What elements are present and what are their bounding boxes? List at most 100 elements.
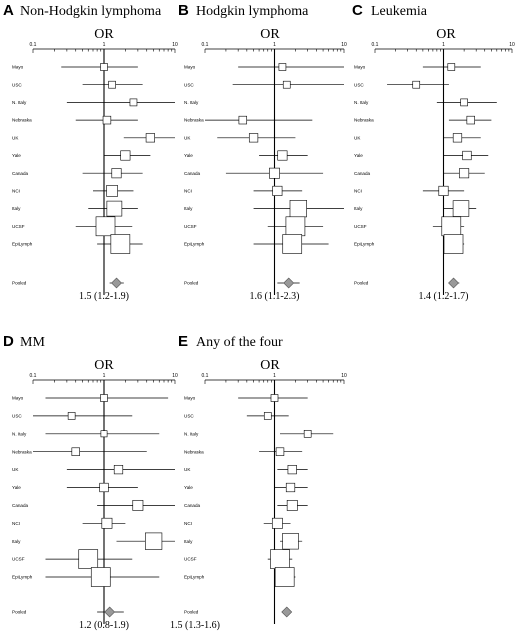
point-estimate-box	[285, 482, 296, 493]
x-tick-label: 0.1	[30, 42, 37, 48]
panel-title: Non-Hodgkin lymphoma	[20, 4, 162, 19]
study-label: UCSF	[354, 224, 367, 229]
pooled-summary-label: 1.4 (1.2-1.7)	[419, 291, 469, 302]
point-estimate-box	[120, 150, 131, 161]
pooled-diamond	[283, 277, 295, 289]
point-estimate-box	[452, 200, 470, 217]
study-label: EpiLymph	[184, 242, 205, 247]
point-estimate-box	[289, 200, 307, 218]
pooled-summary-label: 1.5 (1.3-1.6)	[170, 620, 220, 631]
x-tick-label: 10	[341, 42, 347, 48]
panel-title: Leukemia	[371, 4, 428, 19]
axis-title: OR	[94, 27, 114, 42]
study-label: NCI	[12, 189, 20, 194]
point-estimate-box	[111, 168, 122, 179]
point-estimate-box	[71, 447, 80, 456]
point-estimate-box	[460, 98, 468, 107]
point-estimate-box	[129, 98, 138, 107]
x-tick-label: 1	[442, 42, 445, 48]
point-estimate-box	[263, 412, 272, 420]
study-label: Canada	[12, 171, 29, 176]
study-label: N. Italy	[184, 431, 199, 436]
forest-panel-d: D MM OR 0.1 1 10 Mayo USC N. Italy Nebraska UK Yale…	[3, 333, 178, 631]
study-label: UCSF	[12, 557, 25, 562]
point-estimate-box	[95, 216, 116, 237]
study-label: USC	[184, 414, 194, 419]
x-tick-label: 0.1	[202, 373, 209, 379]
pooled-summary-label: 1.5 (1.2-1.9)	[79, 291, 129, 302]
point-estimate-box	[443, 234, 464, 254]
point-estimate-box	[452, 133, 463, 143]
study-label: Canada	[354, 171, 371, 176]
point-estimate-box	[100, 430, 108, 438]
pooled-diamond	[111, 277, 122, 289]
x-tick-label: 10	[341, 373, 347, 379]
panel-letter: E	[178, 333, 188, 350]
study-label: N. Italy	[12, 431, 27, 436]
point-estimate-box	[466, 115, 475, 125]
point-estimate-box	[100, 63, 108, 71]
point-estimate-box	[145, 133, 155, 143]
study-label: UK	[184, 467, 191, 472]
study-label: UK	[354, 135, 361, 140]
point-estimate-box	[282, 234, 303, 254]
panel-title: Hodgkin lymphoma	[196, 4, 309, 19]
x-tick-label: 0.1	[30, 373, 37, 379]
study-label: Nebraska	[184, 118, 204, 123]
point-estimate-box	[441, 216, 462, 237]
study-label: EpiLymph	[12, 575, 33, 580]
forest-panel-c: C Leukemia OR 0.1 1 10 Mayo USC N. Italy Nebraska…	[352, 2, 515, 302]
pooled-summary-label: 1.2 (0.8-1.9)	[79, 620, 129, 631]
point-estimate-box	[412, 80, 421, 89]
study-label: Mayo	[184, 396, 196, 401]
point-estimate-box	[275, 447, 285, 456]
panel-title: MM	[20, 335, 45, 350]
axis-title: OR	[260, 358, 280, 373]
point-estimate-box	[106, 200, 123, 217]
point-estimate-box	[277, 150, 288, 161]
study-label: UCSF	[12, 224, 25, 229]
study-label: Pooled	[184, 281, 199, 286]
study-label: UK	[12, 467, 19, 472]
forest-panel-e: E Any of the four OR 0.1 1 10 Mayo USC N. Italy N…	[170, 333, 347, 631]
point-estimate-box	[438, 185, 449, 196]
study-label: Nebraska	[184, 449, 204, 454]
study-label: Yale	[354, 153, 363, 158]
point-estimate-box	[101, 517, 113, 529]
x-tick-label: 0.1	[202, 42, 209, 48]
study-label: Nebraska	[12, 118, 32, 123]
point-estimate-box	[447, 63, 456, 71]
point-estimate-box	[100, 394, 108, 402]
forest-panel-b: B Hodgkin lymphoma OR 0.1 1 10 Mayo USC N. Italy…	[178, 2, 347, 302]
study-label: Mayo	[184, 65, 196, 70]
x-tick-label: 0.1	[372, 42, 379, 48]
study-label: Mayo	[12, 396, 24, 401]
point-estimate-box	[108, 80, 116, 89]
x-tick-label: 10	[172, 373, 178, 379]
x-tick-label: 10	[172, 42, 178, 48]
point-estimate-box	[106, 185, 118, 197]
study-label: N. Italy	[12, 100, 27, 105]
study-label: Nebraska	[354, 118, 374, 123]
study-label: Mayo	[12, 65, 24, 70]
study-label: NCI	[354, 189, 362, 194]
point-estimate-box	[113, 464, 124, 475]
study-label: Canada	[184, 171, 201, 176]
panel-letter: C	[352, 2, 363, 19]
x-tick-label: 10	[509, 42, 515, 48]
study-label: Italy	[184, 539, 193, 544]
x-tick-label: 1	[273, 373, 276, 379]
study-label: NCI	[184, 521, 192, 526]
study-label: UK	[184, 135, 191, 140]
pooled-diamond	[104, 606, 116, 618]
pooled-diamond	[281, 606, 293, 618]
study-label: Nebraska	[12, 449, 32, 454]
axis-title: OR	[260, 27, 280, 42]
panel-letter: B	[178, 2, 189, 19]
pooled-diamond	[448, 277, 459, 289]
x-tick-label: 1	[103, 373, 106, 379]
study-label: Italy	[184, 206, 193, 211]
study-label: USC	[12, 82, 22, 87]
study-label: N. Italy	[354, 100, 369, 105]
